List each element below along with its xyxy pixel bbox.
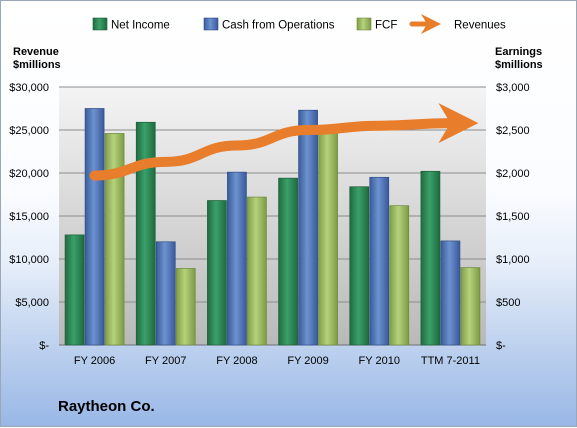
bar-fcf xyxy=(390,206,409,345)
bar-fcf xyxy=(105,133,124,345)
x-tick-label: TTM 7-2011 xyxy=(421,355,480,367)
bar-net-income xyxy=(207,201,226,345)
bar-net-income xyxy=(65,235,84,345)
left-axis-ticks: $- $5,000 $10,000 $15,000 $20,000 $25,000 $30,… xyxy=(9,82,49,352)
left-axis-title: Revenue $millions xyxy=(13,46,83,72)
legend-swatch-fcf xyxy=(357,18,371,30)
x-tick-label: FY 2006 xyxy=(74,355,115,367)
legend: Net Income Cash from Operations FCF Reve… xyxy=(93,18,506,32)
x-tick-label: FY 2007 xyxy=(145,355,186,367)
right-axis-title-line2: $millions xyxy=(495,59,565,72)
bar-net-income xyxy=(421,171,440,345)
x-tick-label: FY 2010 xyxy=(359,355,400,367)
legend-label-net-income: Net Income xyxy=(111,20,170,32)
bar-cash-from-operations xyxy=(85,109,104,346)
legend-swatch-cash xyxy=(204,18,218,30)
bar-net-income xyxy=(350,187,369,345)
bar-cash-from-operations xyxy=(299,110,318,345)
left-axis-title-line2: $millions xyxy=(13,59,83,72)
x-tick-label: FY 2008 xyxy=(216,355,257,367)
left-tick-label: $20,000 xyxy=(9,168,49,180)
right-tick-label: $3,000 xyxy=(496,82,530,94)
legend-label-fcf: FCF xyxy=(375,20,397,32)
left-axis-title-line1: Revenue xyxy=(13,46,83,59)
right-tick-label: $500 xyxy=(496,297,520,309)
left-tick-label: $15,000 xyxy=(9,211,49,223)
bar-fcf xyxy=(247,197,266,345)
left-tick-label: $25,000 xyxy=(9,125,49,137)
bar-cash-from-operations xyxy=(370,177,389,345)
right-tick-label: $2,500 xyxy=(496,125,530,137)
right-tick-label: $2,000 xyxy=(496,168,530,180)
bar-fcf xyxy=(319,133,338,345)
right-axis-ticks: $- $500 $1,000 $1,500 $2,000 $2,500 $3,000 xyxy=(496,82,530,352)
left-tick-label: $30,000 xyxy=(9,82,49,94)
bar-fcf xyxy=(461,268,480,345)
right-tick-label: $- xyxy=(496,340,506,352)
left-tick-label: $5,000 xyxy=(15,297,49,309)
bar-net-income xyxy=(279,178,298,345)
right-axis-title: Earnings $millions xyxy=(495,46,565,72)
left-tick-label: $- xyxy=(39,340,49,352)
legend-label-cash: Cash from Operations xyxy=(222,20,335,32)
bar-cash-from-operations xyxy=(227,172,246,345)
company-name: Raytheon Co. xyxy=(58,398,155,415)
x-tick-label: FY 2009 xyxy=(287,355,328,367)
x-axis-ticks: FY 2006 FY 2007 FY 2008 FY 2009 FY 2010 TTM 7… xyxy=(74,355,480,367)
right-tick-label: $1,000 xyxy=(496,254,530,266)
right-axis-title-line1: Earnings xyxy=(495,46,565,59)
bar-fcf xyxy=(176,268,195,345)
bar-cash-from-operations xyxy=(441,241,460,345)
legend-swatch-net-income xyxy=(93,18,107,30)
left-tick-label: $10,000 xyxy=(9,254,49,266)
bar-cash-from-operations xyxy=(156,242,175,345)
right-tick-label: $1,500 xyxy=(496,211,530,223)
legend-label-revenues: Revenues xyxy=(454,20,506,32)
bar-net-income xyxy=(136,122,155,345)
